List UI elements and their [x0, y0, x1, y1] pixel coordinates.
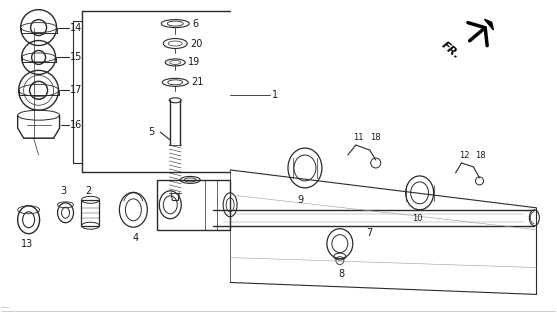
Text: 9: 9 [297, 195, 303, 205]
Text: 2: 2 [85, 186, 91, 196]
Text: 20: 20 [190, 38, 203, 49]
Text: 10: 10 [412, 214, 423, 223]
Text: 1: 1 [272, 90, 278, 100]
Text: 17: 17 [70, 85, 82, 95]
Text: 21: 21 [191, 77, 204, 87]
Text: 6: 6 [192, 19, 198, 28]
Text: 14: 14 [70, 23, 82, 33]
Text: 18: 18 [370, 132, 380, 141]
Text: 4: 4 [133, 233, 139, 243]
Text: 3: 3 [61, 186, 67, 196]
Text: 5: 5 [148, 127, 155, 137]
Text: 18: 18 [476, 150, 486, 160]
Text: 19: 19 [188, 57, 201, 68]
Text: 13: 13 [21, 239, 33, 249]
Bar [81, 200, 100, 226]
Text: 11: 11 [353, 132, 363, 141]
Polygon shape [485, 19, 494, 30]
Text: FR.: FR. [439, 40, 462, 61]
Text: 15: 15 [70, 52, 82, 62]
Text: 16: 16 [70, 120, 82, 130]
Text: 12: 12 [460, 150, 470, 160]
Text: 8: 8 [339, 268, 345, 278]
Text: 7: 7 [367, 228, 373, 238]
